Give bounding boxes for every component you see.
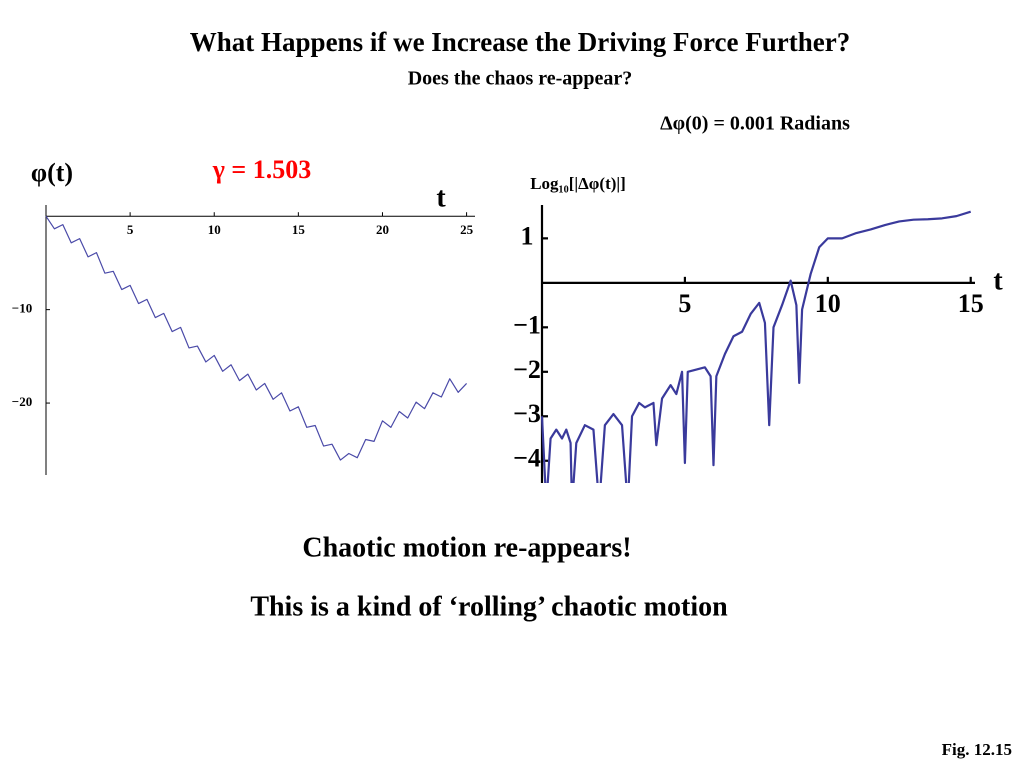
y-tick-label: −10 (12, 301, 32, 316)
slide-title: What Happens if we Increase the Driving … (190, 27, 850, 57)
x-tick-label: 10 (815, 289, 841, 318)
note: This is a kind of ‘rolling’ chaotic moti… (250, 591, 728, 622)
x-axis-label: t (436, 182, 446, 213)
x-axis-label: t (993, 265, 1003, 296)
x-tick-label: 5 (127, 222, 134, 237)
annotation: Δφ(0) = 0.001 Radians (660, 113, 850, 135)
x-tick-label: 15 (292, 222, 306, 237)
x-tick-label: 5 (678, 289, 691, 318)
annotation: γ = 1.503 (212, 155, 311, 184)
y-tick-label: −1 (513, 310, 541, 339)
x-tick-label: 25 (460, 222, 474, 237)
y-axis-label: φ(t) (31, 158, 73, 187)
y-tick-label: −4 (513, 444, 541, 473)
y-axis-label: Log₁₀[|Δφ(t)|] (530, 174, 626, 193)
x-tick-label: 20 (376, 222, 389, 237)
y-tick-label: −2 (513, 355, 541, 384)
series-line (45, 215, 468, 461)
series-line (540, 210, 972, 483)
slide-subtitle: Does the chaos re-appear? (408, 68, 633, 90)
figure-number: Fig. 12.15 (942, 740, 1012, 759)
caption: Chaotic motion re-appears! (302, 532, 631, 563)
x-tick-label: 15 (958, 289, 984, 318)
y-tick-label: −20 (12, 394, 32, 409)
y-tick-label: −3 (513, 399, 541, 428)
y-tick-label: 1 (521, 221, 534, 250)
x-tick-label: 10 (208, 222, 221, 237)
